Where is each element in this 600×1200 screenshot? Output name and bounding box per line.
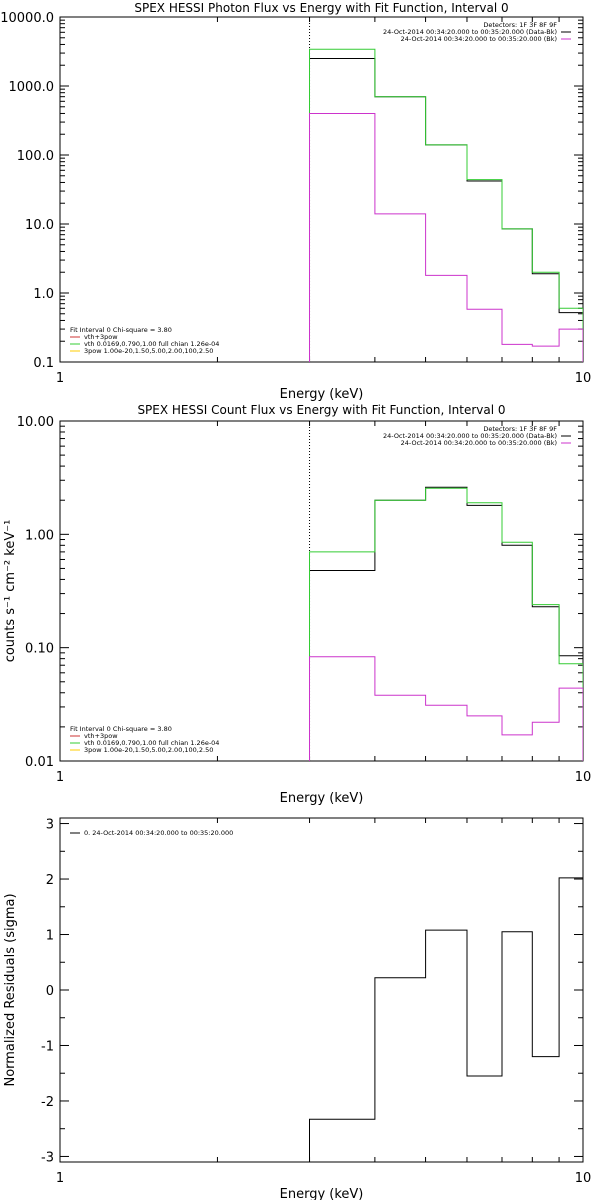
- y-tick-label: 10.0: [25, 218, 54, 233]
- y-axis-label: Normalized Residuals (sigma): [3, 893, 18, 1086]
- y-tick-label: 3: [46, 818, 54, 833]
- legend-left-text: vth+3pow: [84, 333, 118, 341]
- legend-right-text: 24-Oct-2014 00:34:20.000 to 00:35:20.000…: [383, 28, 557, 36]
- legend-left-text: Fit Interval 0 Chi-square = 3.80: [70, 725, 172, 733]
- y-tick-label: 0: [46, 984, 54, 999]
- series-powerlaw: [309, 48, 583, 362]
- legend-right-text: 24-Oct-2014 00:34:20.000 to 00:35:20.000…: [383, 432, 557, 440]
- x-axis-label: Energy (keV): [280, 1187, 364, 1200]
- series-data: [309, 877, 583, 1162]
- y-tick-label: 0.10: [25, 642, 54, 657]
- y-tick-label: 10000.0: [0, 11, 54, 26]
- legend-left-text: 3pow 1.00e-20,1.50,5.00,2.00,100,2.50: [84, 347, 213, 355]
- legend-left-text: vth 0.0169,0.790,1.00 full chian 1.26e-0…: [84, 739, 219, 747]
- series-thermal: [309, 113, 583, 362]
- panel-2: SPEX HESSI Count Flux vs Energy with Fit…: [3, 403, 591, 806]
- x-tick-label: 10: [575, 371, 592, 386]
- x-tick-label: 10: [575, 1171, 592, 1186]
- legend-left-text: vth 0.0169,0.790,1.00 full chian 1.26e-0…: [84, 340, 219, 348]
- y-tick-label: 10.00: [17, 415, 54, 430]
- plot-frame: [59, 16, 584, 363]
- y-tick-label: 100.0: [17, 149, 54, 164]
- plot-frame: [59, 420, 584, 762]
- panel-1: SPEX HESSI Photon Flux vs Energy with Fi…: [0, 1, 591, 402]
- x-tick-label: 1: [56, 1171, 64, 1186]
- legend-right-text: Detectors: 1F 3F 8F 9F: [483, 21, 557, 29]
- legend-left-text: 0. 24-Oct-2014 00:34:20.000 to 00:35:20.…: [84, 829, 233, 837]
- legend-right-text: 24-Oct-2014 00:34:20.000 to 00:35:20.000…: [401, 439, 557, 447]
- series-data: [309, 486, 583, 761]
- y-tick-label: -2: [41, 1095, 54, 1110]
- legend-left-text: Fit Interval 0 Chi-square = 3.80: [70, 326, 172, 334]
- y-tick-label: -3: [41, 1150, 54, 1165]
- y-axis-label: counts s⁻¹ cm⁻² keV⁻¹: [3, 520, 18, 663]
- y-tick-label: 2: [46, 873, 54, 888]
- legend-right-text: 24-Oct-2014 00:34:20.000 to 00:35:20.000…: [401, 35, 557, 43]
- y-tick-label: 1.0: [33, 287, 54, 302]
- y-tick-label: 1000.0: [9, 80, 55, 95]
- series-data: [309, 58, 583, 362]
- x-axis-label: Energy (keV): [280, 387, 364, 402]
- y-tick-label: 0.01: [25, 755, 54, 770]
- plot-area: [309, 877, 583, 1162]
- panel-3: 1 10 -3 -2 -1 0 1 2 3 Energy (keV) Normalized Resi…: [3, 817, 592, 1200]
- x-tick-label: 1: [56, 371, 64, 386]
- y-tick-label: 1: [46, 929, 54, 944]
- x-tick-label: 1: [56, 770, 64, 785]
- legend-left-text: 3pow 1.00e-20,1.50,5.00,2.00,100,2.50: [84, 746, 213, 754]
- x-tick-label: 10: [575, 770, 592, 785]
- series-powerlaw: [309, 487, 583, 761]
- plot-area: [309, 48, 583, 362]
- chart-title: SPEX HESSI Count Flux vs Energy with Fit…: [137, 403, 505, 417]
- legend-left-text: vth+3pow: [84, 732, 118, 740]
- plot-frame: [59, 817, 584, 1163]
- legend-right-text: Detectors: 1F 3F 8F 9F: [483, 425, 557, 433]
- y-tick-label: 1.00: [25, 528, 54, 543]
- y-tick-label: -1: [41, 1039, 54, 1054]
- x-axis-label: Energy (keV): [280, 791, 364, 806]
- series-thermal: [309, 656, 583, 761]
- plot-area: [309, 486, 583, 761]
- chart-title: SPEX HESSI Photon Flux vs Energy with Fi…: [134, 1, 508, 15]
- y-tick-label: 0.1: [33, 356, 54, 371]
